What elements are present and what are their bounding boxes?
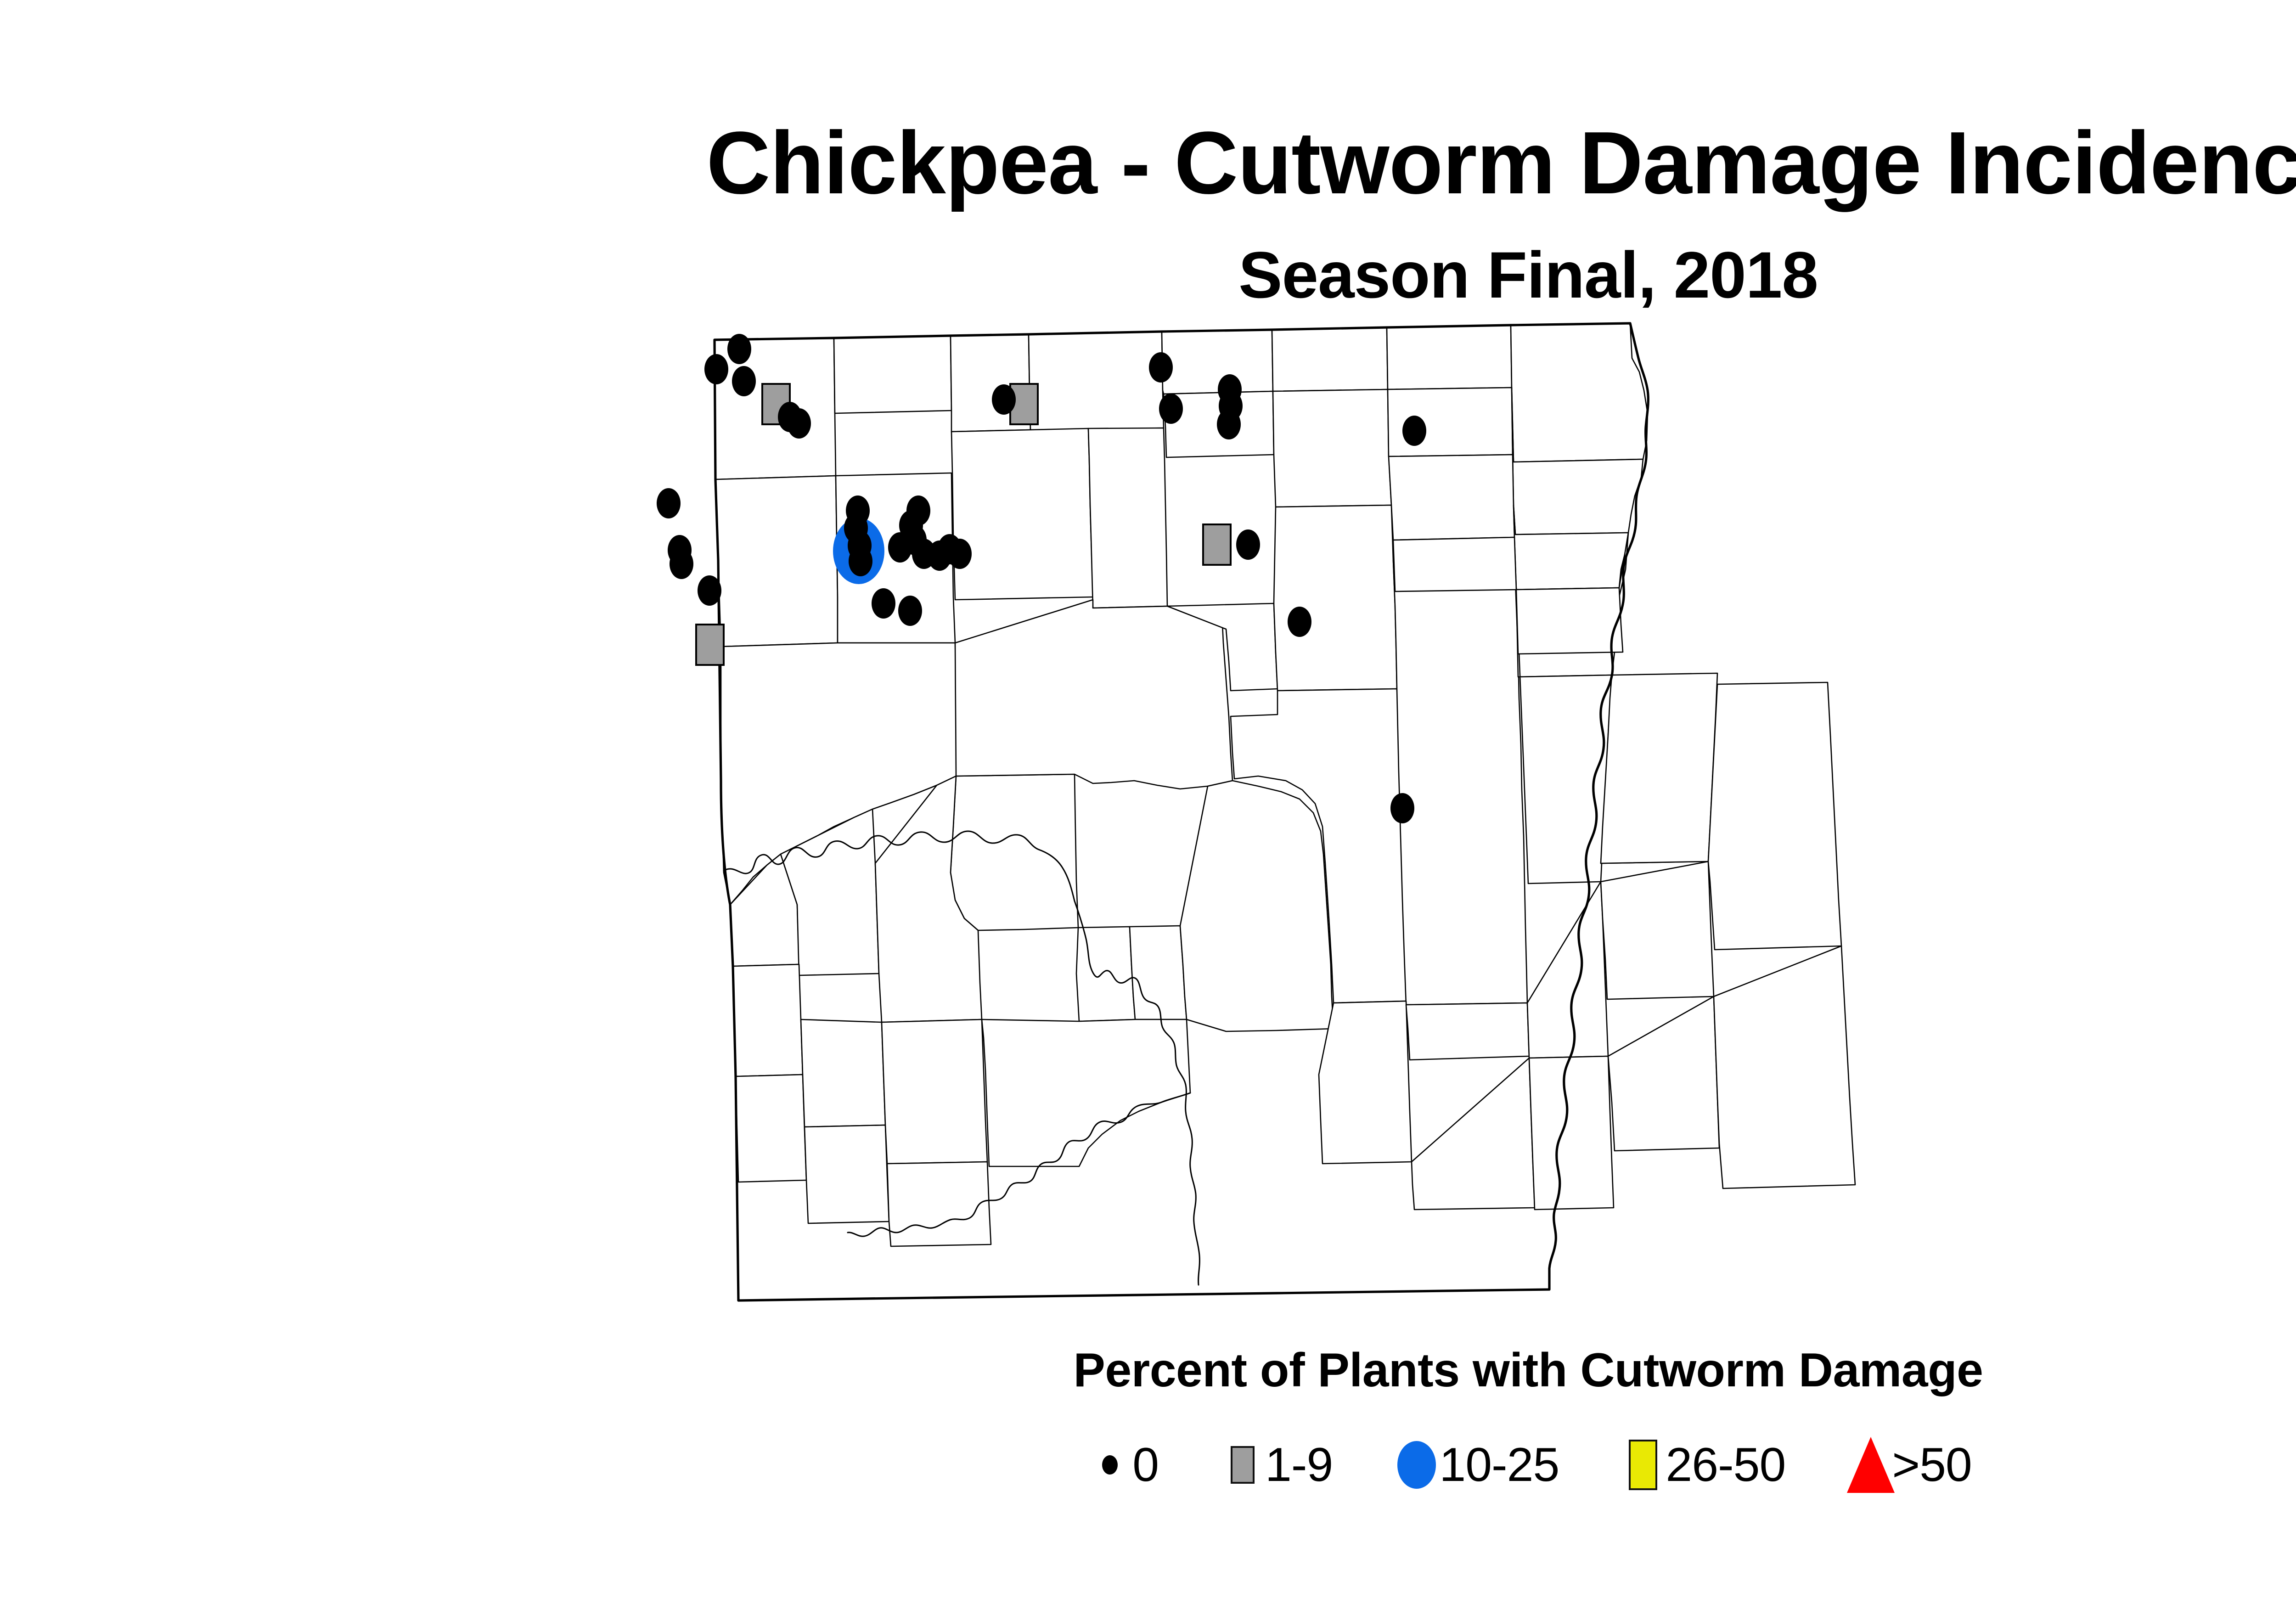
county-slope xyxy=(733,964,803,1076)
county-stutsman xyxy=(1393,558,1527,1005)
data-point xyxy=(888,532,912,563)
river-layer xyxy=(724,831,1199,1285)
county-dunn xyxy=(951,774,1078,930)
county-rolette xyxy=(1162,330,1273,394)
county-sioux xyxy=(887,1162,991,1246)
north-dakota-county-map xyxy=(615,321,2296,1323)
data-point xyxy=(992,384,1016,415)
data-point xyxy=(1149,352,1173,383)
legend-label-26-50: 26-50 xyxy=(1666,1438,1786,1492)
legend-item-gt50[interactable]: >50 xyxy=(1844,1419,1972,1511)
county-hettinger xyxy=(801,1019,885,1127)
data-point xyxy=(1236,529,1260,560)
county-stark xyxy=(875,776,982,1022)
data-point xyxy=(704,354,728,384)
legend-item-26-50[interactable]: 26-50 xyxy=(1618,1419,1786,1511)
legend-blue-circle-icon xyxy=(1391,1428,1442,1502)
legend-item-0[interactable]: 0 xyxy=(1085,1419,1159,1511)
legend-item-1-9[interactable]: 1-9 xyxy=(1217,1419,1333,1511)
data-point xyxy=(872,588,895,619)
county-cass xyxy=(1708,682,1841,950)
data-point xyxy=(670,549,693,579)
county-benson xyxy=(1273,389,1391,507)
county-foster xyxy=(1393,537,1516,591)
legend-title: Percent of Plants with Cutworm Damage xyxy=(1073,1344,1983,1397)
data-point xyxy=(698,575,721,606)
county-bowman xyxy=(736,1075,806,1182)
figure-subtitle: Season Final, 2018 xyxy=(1238,239,1818,312)
county-steele xyxy=(1601,673,1717,863)
county-burleigh xyxy=(1180,781,1334,1031)
data-point xyxy=(948,539,972,569)
county-griggs xyxy=(1516,588,1623,654)
legend-label-10-25: 10-25 xyxy=(1439,1438,1559,1492)
missouri-river-south xyxy=(1075,901,1199,1285)
county-emmons xyxy=(1319,1001,1412,1164)
legend-small-black-dot-icon xyxy=(1085,1428,1135,1502)
figure-title: Chickpea - Cutworm Damage Incidence xyxy=(706,113,2296,212)
county-adams xyxy=(805,1125,889,1223)
county-cavalier xyxy=(1387,325,1512,389)
data-point xyxy=(695,624,725,666)
data-point xyxy=(898,596,922,626)
county-bottineau xyxy=(1029,332,1164,430)
county-mchenry xyxy=(1088,428,1167,608)
county-richland xyxy=(1714,946,1855,1188)
legend-item-10-25[interactable]: 10-25 xyxy=(1391,1419,1559,1511)
county-layer xyxy=(715,323,1855,1246)
data-point xyxy=(1202,524,1232,566)
county-mclean xyxy=(955,600,1232,789)
county-ward xyxy=(951,428,1093,600)
data-point xyxy=(1288,607,1311,637)
legend-label-gt50: >50 xyxy=(1892,1438,1972,1492)
data-point xyxy=(727,334,751,364)
county-mcintosh xyxy=(1412,1058,1535,1210)
legend-label-1-9: 1-9 xyxy=(1265,1438,1333,1492)
county-wells xyxy=(1274,505,1397,691)
data-point xyxy=(732,366,756,396)
county-lamoure xyxy=(1527,882,1608,1058)
lake-sakakawea-shoreline xyxy=(724,831,1075,901)
legend-gap xyxy=(1333,1463,1391,1467)
county-pembina xyxy=(1511,323,1648,462)
data-point xyxy=(787,408,811,439)
county-ransom xyxy=(1601,861,1714,999)
county-oliver xyxy=(1130,926,1187,1019)
county-grant xyxy=(882,1019,987,1164)
legend-red-triangle-icon xyxy=(1844,1428,1895,1502)
state-outline xyxy=(715,323,1648,1300)
county-morton xyxy=(982,1019,1190,1166)
legend-gray-square-icon xyxy=(1217,1428,1268,1502)
data-point xyxy=(1217,409,1241,439)
county-mercer xyxy=(1076,927,1135,1021)
data-points-layer xyxy=(657,334,1426,823)
county-towner xyxy=(1272,327,1388,391)
county-sargent xyxy=(1608,996,1719,1151)
map-svg xyxy=(657,321,2296,1323)
legend-gap xyxy=(1559,1463,1618,1467)
data-point xyxy=(1159,394,1183,424)
county-dickey xyxy=(1529,1056,1614,1210)
county-burke xyxy=(834,336,951,413)
county-williams xyxy=(715,476,838,647)
cannonball-heart-river xyxy=(848,1093,1190,1236)
data-point xyxy=(849,546,872,576)
legend-label-0: 0 xyxy=(1132,1438,1159,1492)
legend-yellow-square-icon xyxy=(1618,1428,1668,1502)
legend: 0 1-9 10-25 26-50 >50 xyxy=(0,1419,2296,1511)
data-point xyxy=(1390,793,1414,823)
legend-gap xyxy=(1785,1463,1844,1467)
data-point xyxy=(1402,416,1426,446)
county-logan xyxy=(1406,1003,1529,1060)
county-eddy xyxy=(1389,455,1514,540)
data-point xyxy=(657,488,681,518)
legend-gap xyxy=(1159,1463,1217,1467)
